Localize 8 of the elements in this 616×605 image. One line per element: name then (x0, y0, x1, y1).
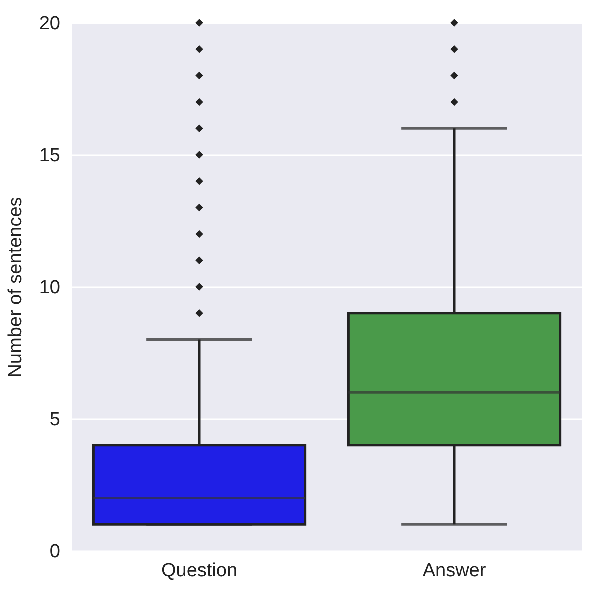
y-tick-label: 10 (39, 278, 60, 298)
y-tick-label: 20 (39, 14, 60, 34)
y-tick-label: 0 (50, 542, 60, 562)
y-tick-label: 15 (39, 146, 60, 166)
x-tick-label: Answer (422, 560, 487, 582)
y-axis-title: Number of sentences (5, 197, 26, 378)
x-tick-label: Question (161, 560, 238, 582)
y-tick-label: 5 (50, 410, 60, 430)
